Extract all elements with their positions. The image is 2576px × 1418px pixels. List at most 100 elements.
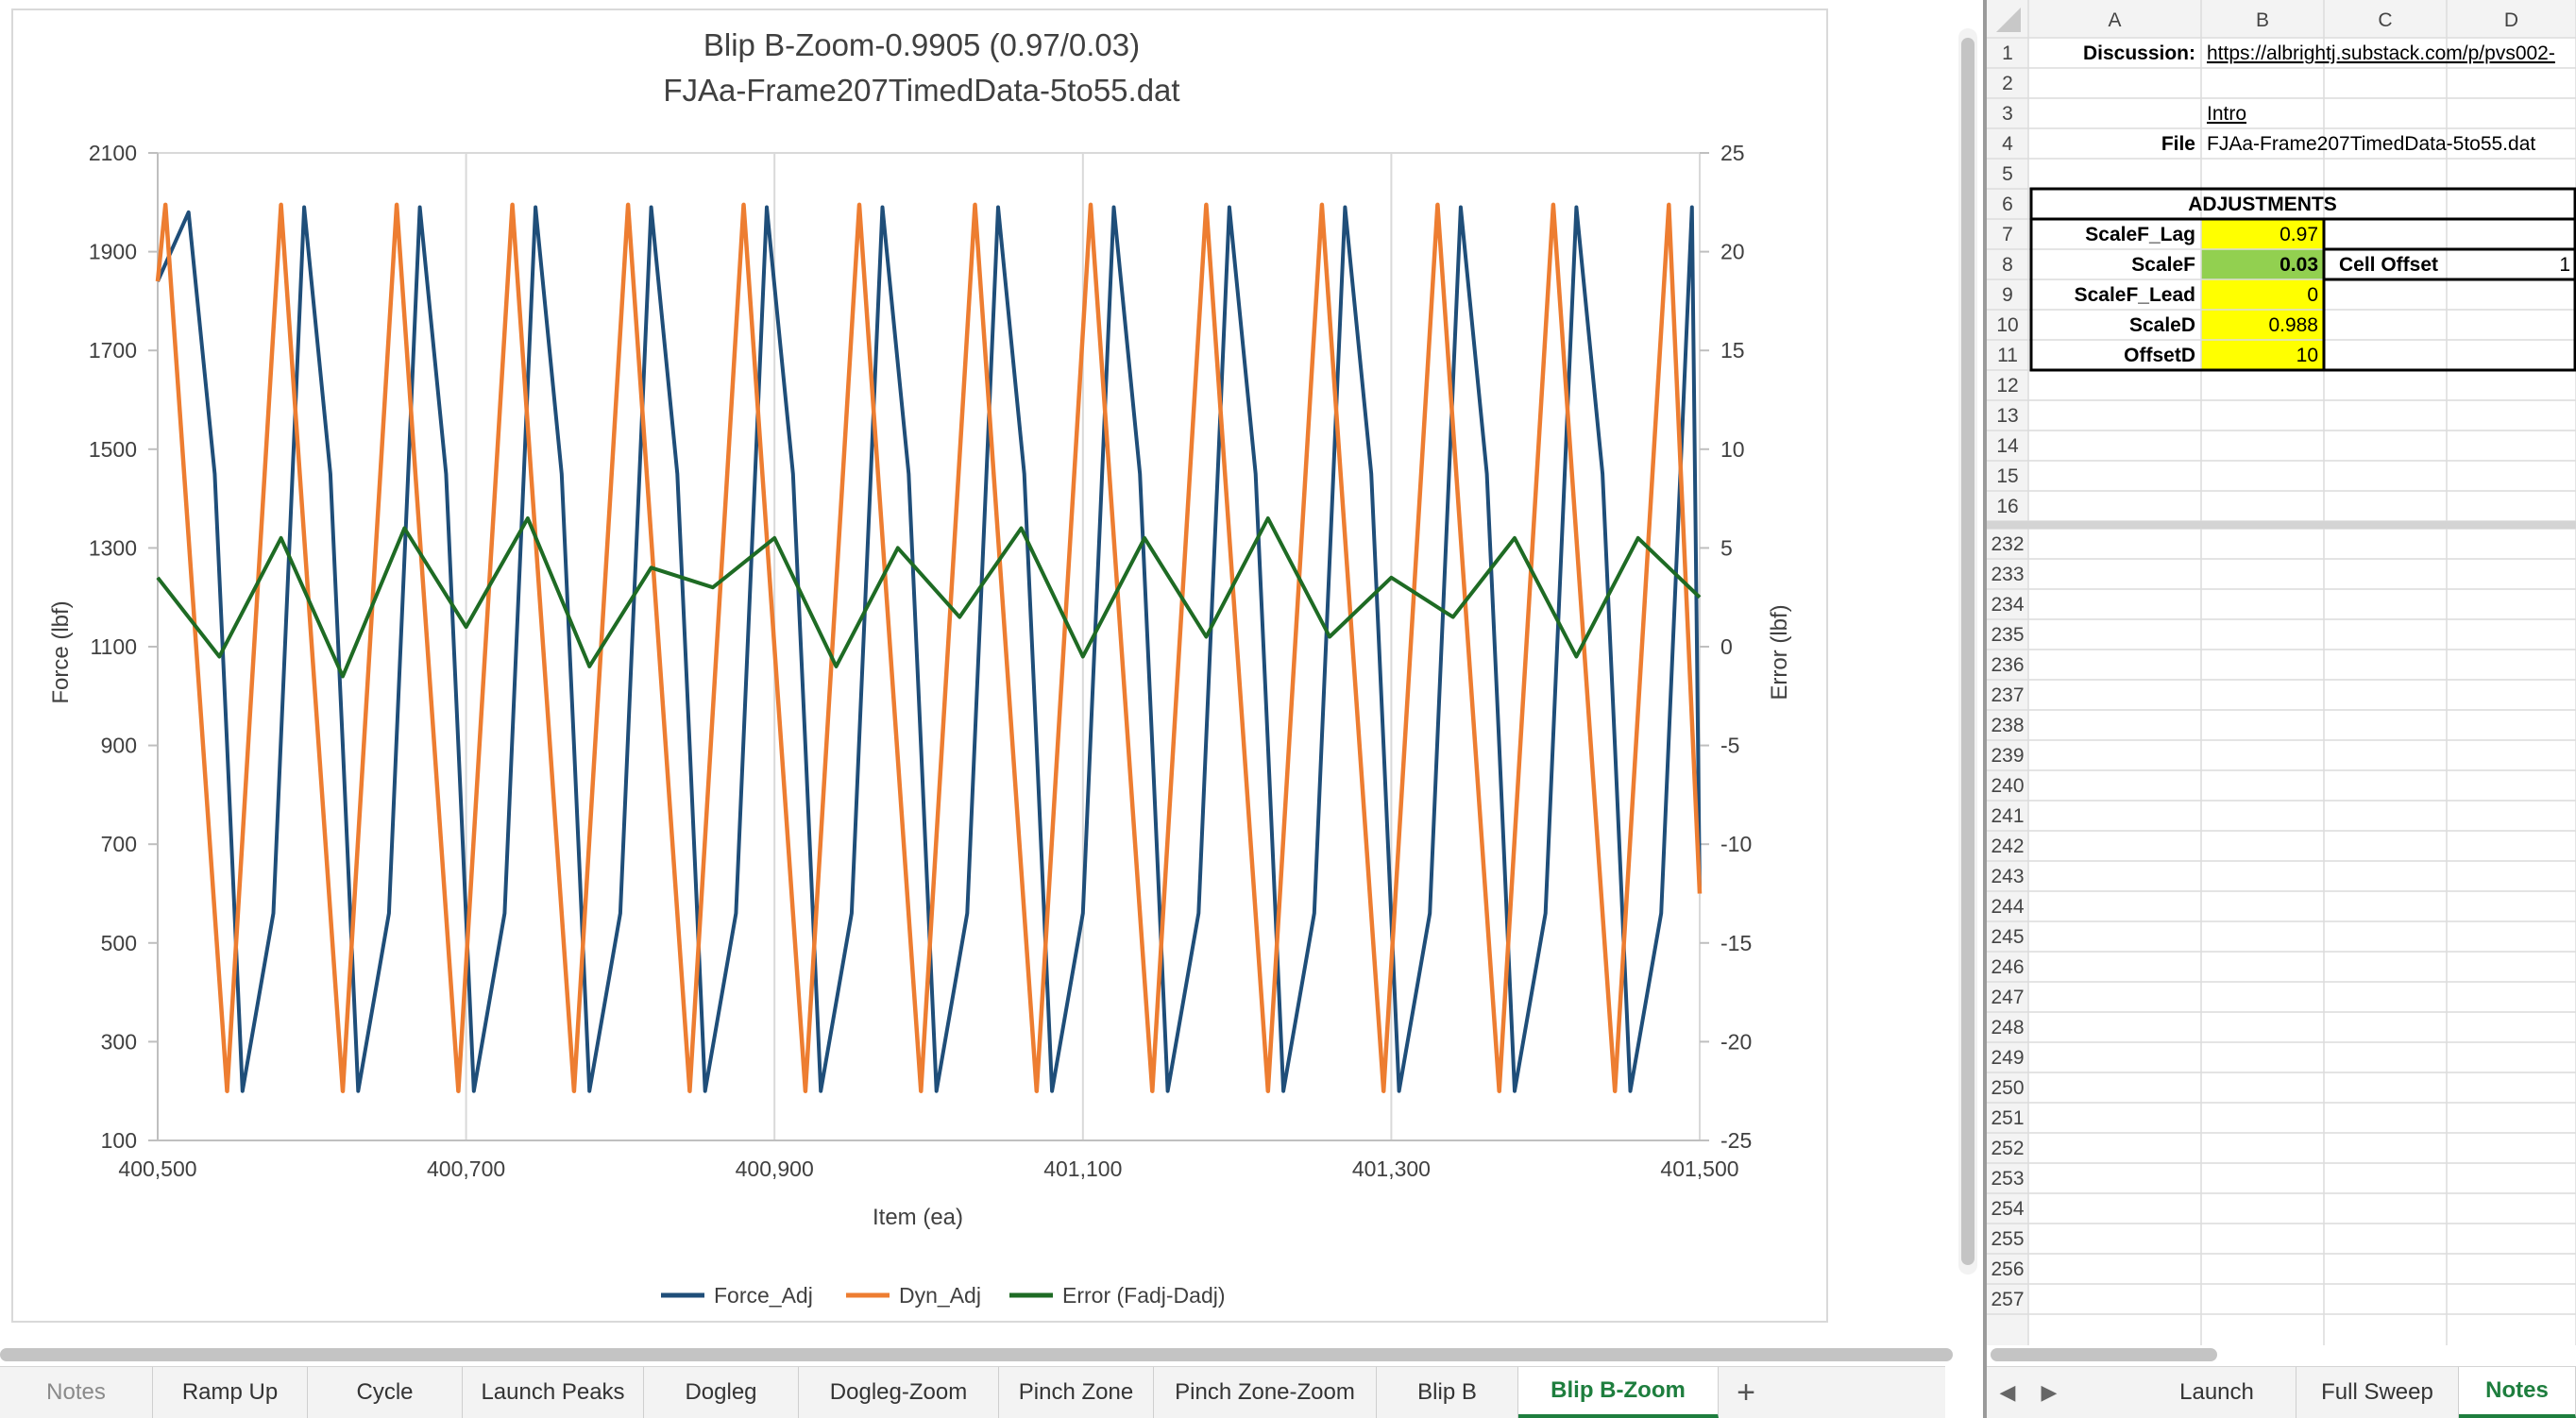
sheet-tab-pinch-zone[interactable]: Pinch Zone: [999, 1367, 1154, 1418]
row-header-247[interactable]: 247: [1991, 987, 2024, 1008]
row-header-238[interactable]: 238: [1991, 715, 2024, 736]
row-header-252[interactable]: 252: [1991, 1138, 2024, 1159]
row-header-245[interactable]: 245: [1991, 926, 2024, 948]
horizontal-scrollbar[interactable]: [0, 1345, 1953, 1364]
cell-a10[interactable]: ScaleD: [2129, 314, 2195, 336]
row-header-241[interactable]: 241: [1991, 805, 2024, 827]
vertical-scrollbar[interactable]: [1958, 28, 1977, 1275]
sheet-tab-launch-peaks[interactable]: Launch Peaks: [463, 1367, 644, 1418]
row-header-246[interactable]: 246: [1991, 956, 2024, 978]
row-header-14[interactable]: 14: [1996, 435, 2019, 457]
row-header-242[interactable]: 242: [1991, 836, 2024, 857]
vertical-scrollbar-thumb[interactable]: [1961, 38, 1974, 1265]
row-header-257[interactable]: 257: [1991, 1289, 2024, 1310]
worksheet-grid[interactable]: A B C D123456789101112131415162322332342352…: [1987, 0, 2576, 1345]
row-header-12[interactable]: 12: [1996, 375, 2018, 397]
row-header-15[interactable]: 15: [1996, 465, 2018, 487]
sheet-tab-dogleg[interactable]: Dogleg: [644, 1367, 799, 1418]
series-line-dyn-adj[interactable]: [155, 202, 1703, 1093]
cell-d8[interactable]: 1: [2559, 254, 2570, 276]
row-header-6[interactable]: 6: [2002, 194, 2013, 215]
cell-c8[interactable]: Cell Offset: [2339, 254, 2438, 276]
cell-b4[interactable]: FJAa-Frame207TimedData-5to55.dat: [2207, 133, 2535, 155]
row-header-2[interactable]: 2: [2002, 73, 2013, 94]
row-header-251[interactable]: 251: [1991, 1107, 2024, 1129]
right-sheet-tab-launch[interactable]: Launch: [2138, 1367, 2296, 1418]
sheet-tab-ramp-up[interactable]: Ramp Up: [153, 1367, 308, 1418]
horizontal-scrollbar-thumb[interactable]: [0, 1348, 1953, 1361]
column-header-d[interactable]: D: [2504, 9, 2518, 31]
cell-a11[interactable]: OffsetD: [2124, 345, 2195, 366]
cell-b9[interactable]: 0: [2307, 284, 2318, 306]
row-header-249[interactable]: 249: [1991, 1047, 2024, 1069]
column-header-b[interactable]: B: [2256, 9, 2269, 31]
sheet-tab-notes[interactable]: Notes: [0, 1367, 153, 1418]
cell-b1[interactable]: https://albrightj.substack.com/p/pvs002-: [2207, 42, 2555, 64]
row-header-4[interactable]: 4: [2002, 133, 2013, 155]
row-header-250[interactable]: 250: [1991, 1077, 2024, 1099]
row-header-235[interactable]: 235: [1991, 624, 2024, 646]
cell-b10[interactable]: 0.988: [2268, 314, 2318, 336]
select-all-icon[interactable]: [1996, 8, 2021, 32]
row-header-255[interactable]: 255: [1991, 1228, 2024, 1250]
add-sheet-button[interactable]: +: [1737, 1374, 1755, 1410]
chart-area[interactable]: 400,500 400,700 400,900 401,100 401,300 401,5…: [11, 8, 1828, 1323]
line-chart: 400,500 400,700 400,900 401,100 401,300 401,5…: [48, 27, 1792, 1308]
legend-label: Force_Adj: [714, 1283, 813, 1308]
row-header-232[interactable]: 232: [1991, 533, 2024, 555]
column-header-bar: [1987, 0, 2576, 38]
sheet-tab-blip-b-zoom[interactable]: Blip B-Zoom: [1518, 1367, 1719, 1418]
tab-scroll-right-icon[interactable]: ▶: [2041, 1380, 2058, 1404]
cell-b11[interactable]: 10: [2296, 345, 2318, 366]
cell-b8[interactable]: 0.03: [2279, 254, 2318, 276]
row-header-240[interactable]: 240: [1991, 775, 2024, 797]
row-header-8[interactable]: 8: [2002, 254, 2013, 276]
cell-a6[interactable]: ADJUSTMENTS: [2188, 194, 2337, 215]
row-header-237[interactable]: 237: [1991, 684, 2024, 706]
row-header-16[interactable]: 16: [1996, 496, 2018, 517]
row-header-248[interactable]: 248: [1991, 1017, 2024, 1038]
cell-a1[interactable]: Discussion:: [2083, 42, 2195, 64]
row-header-10[interactable]: 10: [1996, 314, 2018, 336]
y-tick-label: 1500: [89, 437, 137, 462]
cell-b7[interactable]: 0.97: [2279, 224, 2318, 245]
freeze-pane-split[interactable]: [1987, 521, 2576, 529]
y2-tick-label: -15: [1720, 931, 1752, 955]
row-header-5[interactable]: 5: [2002, 163, 2013, 185]
cell-b3[interactable]: Intro: [2207, 103, 2246, 125]
row-header-11[interactable]: 11: [1997, 345, 2018, 366]
tab-scroll-left-icon[interactable]: ◀: [1999, 1380, 2016, 1404]
column-header-c[interactable]: C: [2378, 9, 2392, 31]
right-sheet-tab-notes[interactable]: Notes: [2459, 1367, 2576, 1418]
right-sheet-tab-full-sweep[interactable]: Full Sweep: [2296, 1367, 2459, 1418]
row-header-1[interactable]: 1: [2002, 42, 2013, 64]
row-header-233[interactable]: 233: [1991, 564, 2024, 585]
sheet-tab-cycle[interactable]: Cycle: [308, 1367, 463, 1418]
row-header-3[interactable]: 3: [2002, 103, 2013, 125]
window-splitter[interactable]: [1983, 0, 1987, 1418]
right-horizontal-scrollbar-thumb[interactable]: [1991, 1348, 2217, 1361]
row-header-256[interactable]: 256: [1991, 1258, 2024, 1280]
row-header-244[interactable]: 244: [1991, 896, 2024, 918]
row-header-253[interactable]: 253: [1991, 1168, 2024, 1190]
row-header-234[interactable]: 234: [1991, 594, 2024, 616]
cell-a8[interactable]: ScaleF: [2131, 254, 2195, 276]
series-line-error-fadj-dadj[interactable]: [156, 516, 1702, 679]
row-header-9[interactable]: 9: [2002, 284, 2013, 306]
row-header-239[interactable]: 239: [1991, 745, 2024, 767]
row-header-7[interactable]: 7: [2002, 224, 2013, 245]
row-header-236[interactable]: 236: [1991, 654, 2024, 676]
right-horizontal-scrollbar[interactable]: [1987, 1345, 2223, 1364]
cell-a9[interactable]: ScaleF_Lead: [2075, 284, 2195, 306]
x-tick-label: 401,500: [1660, 1156, 1738, 1181]
row-header-254[interactable]: 254: [1991, 1198, 2024, 1220]
sheet-tab-blip-b[interactable]: Blip B: [1377, 1367, 1518, 1418]
sheet-tab-pinch-zone-zoom[interactable]: Pinch Zone-Zoom: [1154, 1367, 1377, 1418]
cell-a4[interactable]: File: [2161, 133, 2195, 155]
row-header-13[interactable]: 13: [1996, 405, 2018, 427]
cell-a7[interactable]: ScaleF_Lag: [2085, 224, 2195, 245]
series-line-force-adj[interactable]: [156, 205, 1702, 1093]
column-header-a[interactable]: A: [2108, 9, 2121, 31]
sheet-tab-dogleg-zoom[interactable]: Dogleg-Zoom: [799, 1367, 999, 1418]
row-header-243[interactable]: 243: [1991, 866, 2024, 887]
